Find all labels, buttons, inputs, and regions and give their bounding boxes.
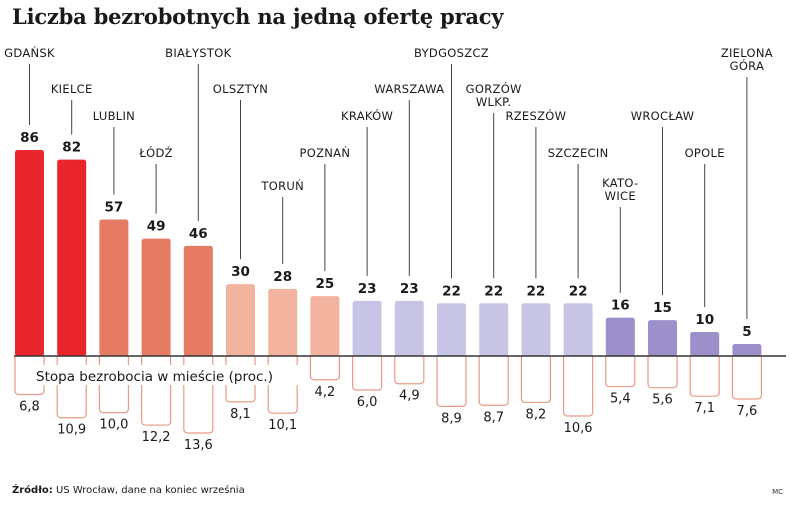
- category-label-kato-wice: KATO-WICE: [602, 176, 638, 203]
- category-label-kielce: KIELCE: [51, 82, 93, 96]
- category-label-gorzow-wlkp: GORZÓW WLKP.: [466, 81, 522, 109]
- rate-bar-szczecin: [563, 356, 594, 417]
- rate-label-kielce: 10,9: [57, 423, 86, 438]
- rate-label-kato-wice: 5,4: [610, 392, 631, 407]
- value-label-zielona-gora: 5: [742, 324, 751, 340]
- bar-poznan: [310, 296, 340, 356]
- bars-group: [15, 150, 762, 356]
- value-label-kielce: 82: [62, 140, 81, 156]
- bar-lublin: [99, 219, 129, 356]
- value-label-gorzow-wlkp: 22: [484, 283, 503, 299]
- rate-label-bydgoszcz: 8,9: [441, 411, 462, 426]
- bar-szczecin: [563, 303, 593, 356]
- rate-label-gorzow-wlkp: 8,7: [483, 410, 504, 425]
- value-label-gdansk: 86: [20, 130, 39, 146]
- value-label-rzeszow: 22: [527, 283, 546, 299]
- rate-bar-gorzow-wlkp: [478, 356, 509, 406]
- category-label-gdansk: GDAŃSK: [4, 45, 55, 60]
- category-label-lodz: ŁÓDŹ: [138, 145, 172, 160]
- category-label-wroclaw: WROCŁAW: [631, 109, 695, 123]
- subtitle: Stopa bezrobocia w mieście (proc.): [36, 369, 273, 385]
- bar-kato-wice: [605, 317, 635, 356]
- category-label-zielona-gora: ZIELONA GÓRA: [721, 46, 773, 73]
- bar-olsztyn: [226, 284, 255, 356]
- rate-bar-bydgoszcz: [436, 356, 467, 407]
- rate-label-gdansk: 6,8: [19, 400, 40, 415]
- value-label-bydgoszcz: 22: [442, 283, 461, 299]
- labels-group: 6,8 86 GDAŃSK 10,9 82 KIELCE 10,0 57 LUBLIN 12,2 4…: [4, 45, 773, 453]
- value-label-wroclaw: 15: [653, 300, 672, 316]
- rate-label-szczecin: 10,6: [564, 421, 593, 436]
- rate-label-krakow: 6,0: [357, 395, 378, 410]
- bar-gorzow-wlkp: [479, 303, 509, 356]
- bar-warszawa: [394, 300, 424, 356]
- value-label-krakow: 23: [358, 281, 377, 297]
- rate-label-torun: 10,1: [268, 418, 297, 433]
- source-label: Źródło:: [12, 485, 53, 496]
- bar-bydgoszcz: [437, 303, 466, 356]
- category-label-poznan: POZNAŃ: [300, 145, 351, 160]
- value-label-lublin: 57: [105, 199, 124, 215]
- credit: MC: [772, 488, 783, 496]
- rate-label-zielona-gora: 7,6: [737, 404, 758, 419]
- rate-bar-opole: [689, 356, 720, 397]
- value-label-poznan: 25: [316, 276, 335, 292]
- rate-bar-kato-wice: [605, 356, 636, 388]
- value-label-opole: 10: [695, 312, 714, 328]
- rate-label-lodz: 12,2: [142, 430, 171, 445]
- value-label-bialystok: 46: [189, 226, 208, 242]
- rate-label-bialystok: 13,6: [184, 438, 213, 453]
- rate-bar-krakow: [352, 356, 383, 391]
- rate-label-warszawa: 4,9: [399, 389, 420, 404]
- category-label-bydgoszcz: BYDGOSZCZ: [414, 46, 489, 60]
- value-label-olsztyn: 30: [231, 264, 250, 280]
- bar-opole: [690, 332, 720, 356]
- bar-kielce: [57, 159, 87, 356]
- value-label-szczecin: 22: [569, 283, 588, 299]
- value-label-torun: 28: [273, 269, 292, 285]
- category-label-szczecin: SZCZECIN: [548, 146, 609, 160]
- source-text: US Wrocław, dane na koniec września: [55, 485, 245, 496]
- rate-bar-wroclaw: [647, 356, 678, 389]
- value-label-warszawa: 23: [400, 281, 419, 297]
- rate-label-olsztyn: 8,1: [230, 407, 251, 422]
- category-label-krakow: KRAKÓW: [341, 108, 393, 123]
- rate-bar-poznan: [309, 356, 340, 381]
- rate-bar-warszawa: [394, 356, 425, 385]
- category-label-opole: OPOLE: [685, 146, 725, 160]
- value-label-kato-wice: 16: [611, 298, 630, 314]
- category-label-bialystok: BIAŁYSTOK: [165, 46, 231, 60]
- rate-bar-zielona-gora: [731, 356, 762, 400]
- rate-label-opole: 7,1: [694, 401, 715, 416]
- category-label-olsztyn: OLSZTYN: [213, 82, 268, 96]
- bar-torun: [268, 288, 298, 356]
- rate-label-wroclaw: 5,6: [652, 393, 673, 408]
- chart-title: Liczba bezrobotnych na jedną ofertę prac…: [12, 4, 504, 29]
- category-label-warszawa: WARSZAWA: [374, 82, 444, 96]
- value-label-lodz: 49: [147, 219, 166, 235]
- bar-wroclaw: [648, 320, 677, 356]
- rate-label-poznan: 4,2: [315, 385, 336, 400]
- rate-bar-rzeszow: [520, 356, 551, 404]
- rate-bars-group: [14, 356, 762, 434]
- category-label-torun: TORUŃ: [260, 178, 304, 193]
- bar-lodz: [141, 238, 171, 356]
- category-label-rzeszow: RZESZÓW: [505, 108, 566, 123]
- category-label-lublin: LUBLIN: [93, 109, 135, 123]
- bar-zielona-gora: [732, 344, 762, 356]
- subtitle-backdrop: [30, 365, 300, 385]
- source-note: Źródło: US Wrocław, dane na koniec wrześ…: [12, 485, 245, 496]
- bar-gdansk: [15, 150, 44, 356]
- bar-bialystok: [183, 245, 213, 356]
- rate-label-lublin: 10,0: [99, 418, 128, 433]
- rate-label-rzeszow: 8,2: [526, 407, 547, 422]
- leaders-group: [29, 64, 748, 320]
- bar-krakow: [352, 300, 382, 356]
- bar-rzeszow: [521, 303, 551, 356]
